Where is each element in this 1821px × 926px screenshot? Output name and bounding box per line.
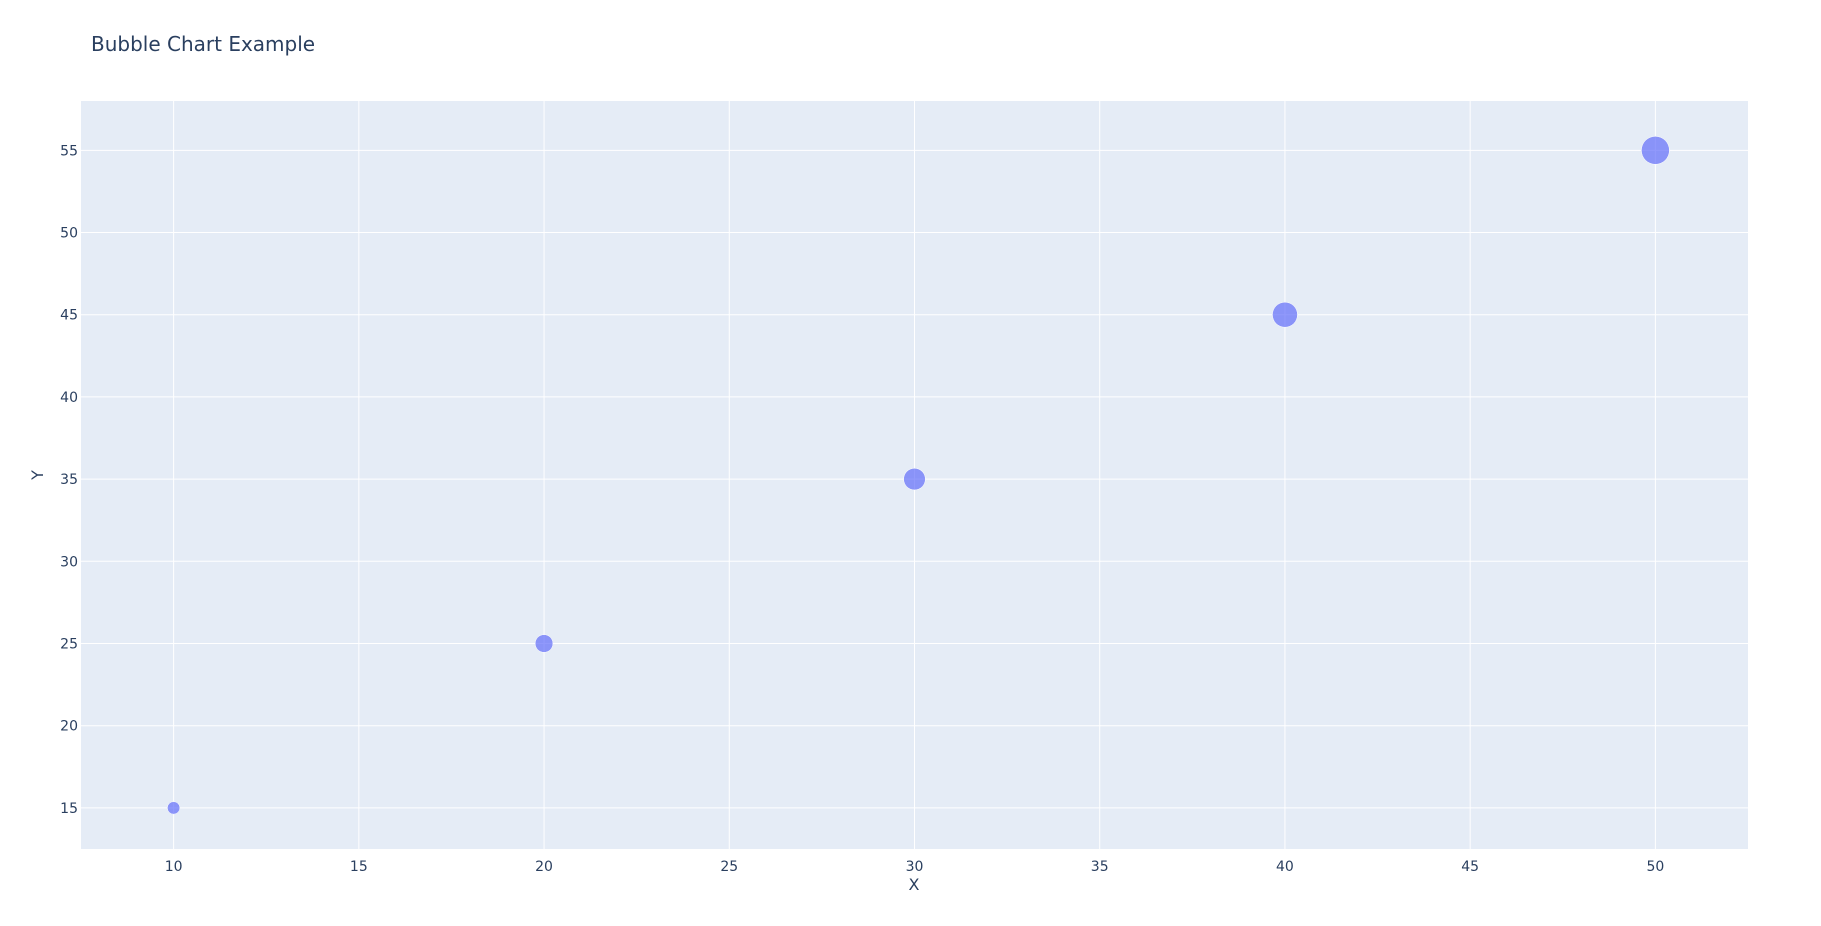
x-axis-title: X: [909, 875, 920, 894]
x-tick-label: 15: [350, 859, 368, 875]
y-tick-label: 20: [60, 719, 78, 735]
x-tick-label: 30: [906, 859, 924, 875]
x-tick-label: 50: [1646, 859, 1664, 875]
y-tick-label: 50: [60, 226, 78, 242]
y-tick-label: 30: [60, 554, 78, 570]
y-tick-label: 15: [60, 801, 78, 817]
x-tick-label: 40: [1276, 859, 1294, 875]
bubble-point[interactable]: [1641, 136, 1670, 165]
x-tick-label: 20: [535, 859, 553, 875]
x-tick-label: 10: [165, 859, 183, 875]
y-tick-label: 25: [60, 637, 78, 653]
x-tick-label: 45: [1461, 859, 1479, 875]
bubble-layer: [167, 136, 1670, 815]
bubble-point[interactable]: [1272, 301, 1298, 328]
y-tick-label: 35: [60, 472, 78, 488]
chart-title: Bubble Chart Example: [91, 32, 315, 56]
y-axis-ticks: 15 20 25 30 35 40 45 50 55: [60, 143, 78, 817]
bubble-point[interactable]: [903, 468, 926, 491]
bubble-point[interactable]: [167, 801, 181, 815]
y-tick-label: 45: [60, 308, 78, 324]
x-axis-ticks: 10 15 20 25 30 35 40 45 50: [165, 859, 1665, 875]
x-tick-label: 35: [1091, 859, 1109, 875]
y-tick-label: 40: [60, 390, 78, 406]
bubble-point[interactable]: [534, 634, 554, 653]
y-axis-title: Y: [28, 470, 47, 481]
x-tick-label: 25: [720, 859, 738, 875]
y-tick-label: 55: [60, 143, 78, 159]
